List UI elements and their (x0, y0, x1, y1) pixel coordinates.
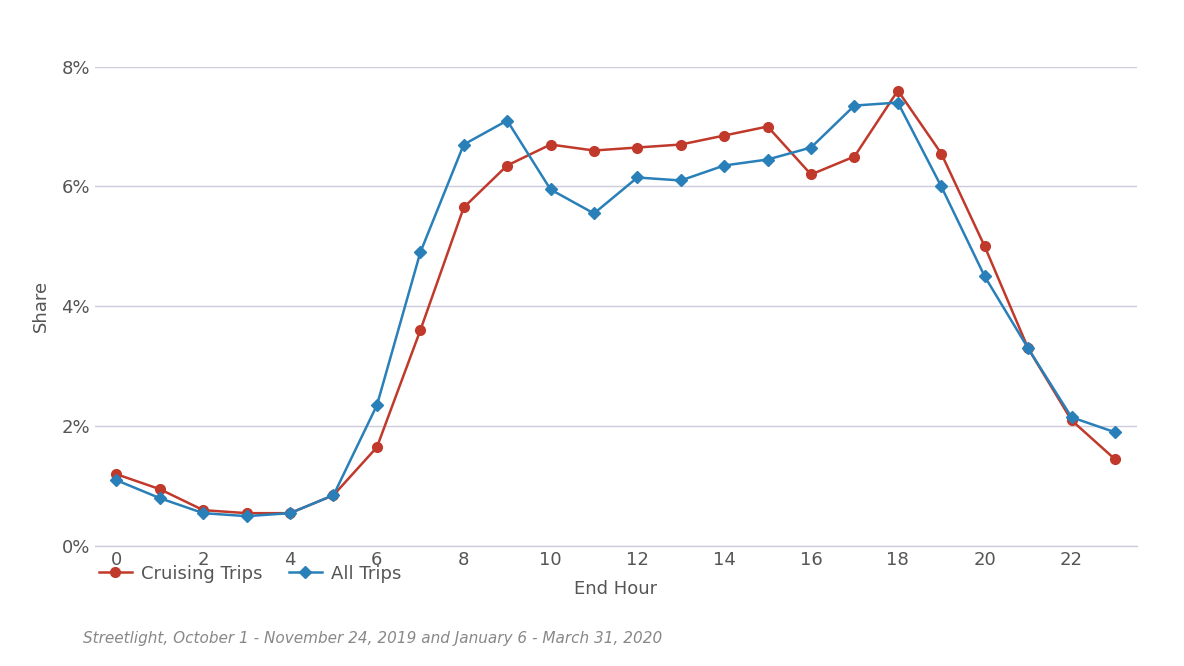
Cruising Trips (630, 144, 644, 152)
Cruising Trips (587, 147, 601, 155)
Legend: Cruising Trips, All Trips: Cruising Trips, All Trips (92, 557, 408, 590)
All Trips (239, 512, 253, 520)
Cruising Trips (369, 444, 384, 452)
Cruising Trips (890, 87, 905, 95)
Cruising Trips (978, 242, 992, 250)
All Trips (587, 209, 601, 217)
Cruising Trips (413, 326, 427, 334)
Y-axis label: Share: Share (32, 280, 50, 332)
Cruising Trips (1064, 416, 1079, 424)
Cruising Trips (153, 485, 167, 493)
All Trips (1108, 428, 1122, 436)
Cruising Trips (718, 132, 732, 140)
All Trips (934, 182, 948, 190)
Cruising Trips (457, 204, 471, 212)
All Trips (413, 248, 427, 256)
Cruising Trips (283, 509, 297, 517)
Cruising Trips (109, 470, 123, 478)
All Trips (1064, 413, 1079, 422)
Cruising Trips (500, 161, 514, 169)
All Trips (500, 117, 514, 125)
All Trips (630, 173, 644, 181)
All Trips (283, 509, 297, 517)
X-axis label: End Hour: End Hour (574, 580, 657, 598)
All Trips (674, 176, 688, 184)
All Trips (153, 494, 167, 502)
All Trips (848, 102, 862, 110)
Cruising Trips (543, 141, 558, 149)
All Trips (457, 141, 471, 149)
All Trips (890, 99, 905, 107)
Cruising Trips (674, 141, 688, 149)
Cruising Trips (760, 123, 774, 131)
Cruising Trips (239, 509, 253, 517)
All Trips (327, 492, 341, 500)
All Trips (109, 476, 123, 484)
All Trips (369, 401, 384, 409)
All Trips (804, 144, 818, 152)
Cruising Trips (197, 506, 211, 514)
Cruising Trips (934, 149, 948, 157)
Cruising Trips (804, 170, 818, 178)
Cruising Trips (327, 492, 341, 500)
Cruising Trips (1108, 456, 1122, 464)
Line: All Trips: All Trips (112, 99, 1119, 520)
All Trips (718, 161, 732, 169)
Cruising Trips (1021, 344, 1035, 352)
Line: Cruising Trips: Cruising Trips (111, 86, 1120, 518)
Cruising Trips (848, 153, 862, 161)
All Trips (543, 185, 558, 193)
Text: Streetlight, October 1 - November 24, 2019 and January 6 - March 31, 2020: Streetlight, October 1 - November 24, 20… (83, 631, 662, 646)
All Trips (760, 156, 774, 164)
All Trips (978, 272, 992, 280)
All Trips (197, 509, 211, 517)
All Trips (1021, 344, 1035, 352)
